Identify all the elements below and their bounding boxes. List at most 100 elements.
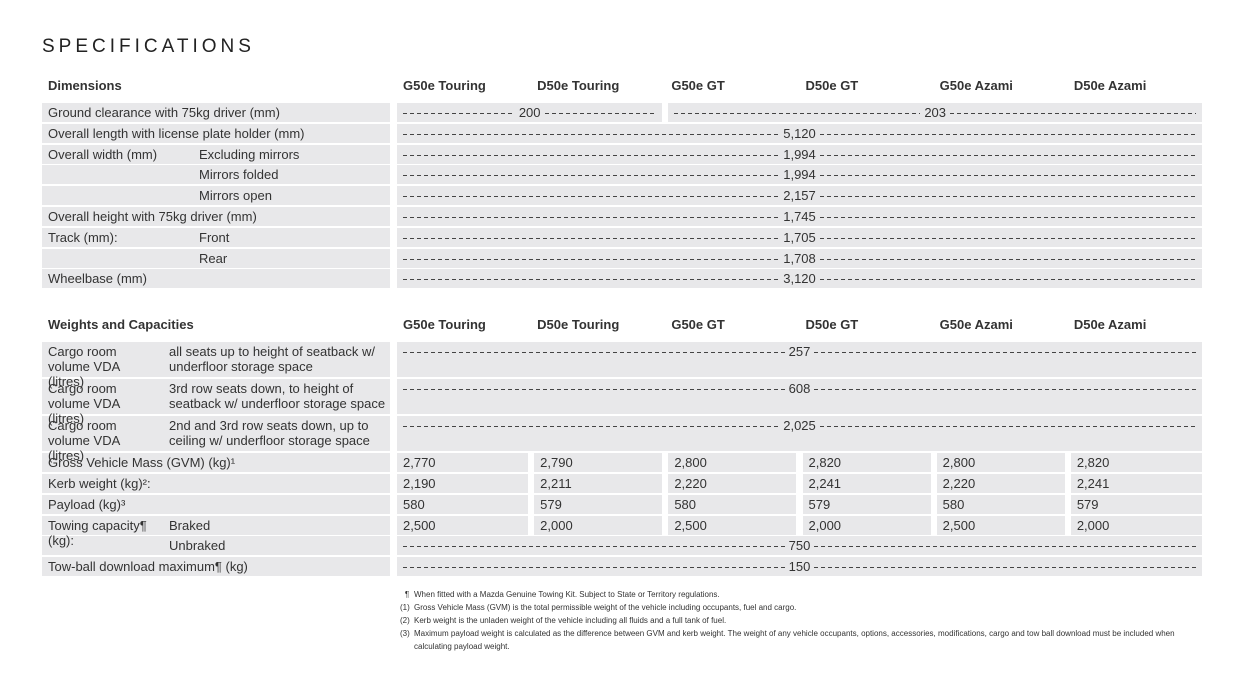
dash-line (403, 175, 780, 177)
dash-line (950, 113, 1196, 114)
row-label: Gross Vehicle Mass (GVM) (kg)¹ (48, 455, 236, 470)
column-header: G50e GT (671, 317, 725, 332)
value: 1,708 (783, 250, 816, 266)
value-cell: 2,025 (397, 416, 1202, 451)
value-cell: 750 (397, 536, 1202, 555)
table-heading: Weights and Capacities (48, 317, 194, 332)
value-cell: 1,705 (397, 227, 1202, 247)
value-cell: 579 (534, 495, 663, 514)
label-cell (42, 557, 390, 576)
value-cell: 2,820 (802, 453, 931, 472)
label-cell (42, 516, 390, 535)
value: 580 (403, 497, 425, 512)
column-header: D50e GT (805, 317, 859, 332)
value-cell: 2,500 (668, 516, 797, 535)
row-sublabel: 3rd row seats down, to height of seatbac… (169, 381, 386, 411)
column-header: D50e Touring (537, 317, 620, 332)
dash-line (819, 196, 1197, 198)
value: 608 (788, 381, 811, 396)
value-cell: 580 (397, 495, 529, 514)
column-header: D50e Touring (537, 78, 620, 93)
column-header: G50e GT (671, 78, 725, 93)
value: 1,705 (783, 229, 816, 245)
column-header: G50e Azami (939, 78, 1013, 93)
dash-line (403, 279, 780, 281)
column-header: D50e GT (805, 78, 859, 93)
row-sublabel: Rear (199, 250, 228, 266)
value: 579 (808, 497, 831, 512)
value-cell: 2,800 (668, 453, 797, 472)
dash-line (814, 389, 1197, 390)
value: 1,745 (783, 209, 816, 224)
footnote: (2) Kerb weight is the unladen weight of … (400, 614, 1200, 627)
dash-line (819, 237, 1197, 239)
value-cell: 2,500 (936, 516, 1065, 535)
footnote-mark: ¶ (404, 590, 410, 599)
table-heading: Dimensions (48, 78, 122, 93)
value: 1,994 (783, 167, 816, 183)
row-label: Tow-ball download maximum¶ (kg) (48, 559, 248, 574)
value: 200 (518, 105, 541, 120)
value-cell: 1,994 (397, 144, 1202, 164)
value-cell: 580 (936, 495, 1065, 514)
label-cell (42, 227, 390, 247)
value: 203 (924, 105, 947, 120)
value-cell: 2,770 (397, 453, 529, 472)
value: 2,000 (808, 518, 842, 533)
value: 257 (788, 344, 811, 359)
dash-line (403, 133, 780, 135)
row-label: Overall height with 75kg driver (mm) (48, 209, 257, 224)
value: 2,500 (942, 518, 976, 533)
value: 2,800 (674, 455, 707, 470)
value-cell: 257 (397, 342, 1202, 377)
dash-line (403, 196, 780, 198)
value-cell: 2,190 (397, 474, 529, 493)
value-cell: 2,000 (534, 516, 663, 535)
footnote-mark: (3) (400, 629, 410, 638)
dash-line (819, 279, 1197, 281)
row-sublabel: Mirrors folded (199, 167, 279, 183)
value: 2,157 (783, 188, 816, 204)
label-cell (42, 474, 390, 493)
row-sublabel: Mirrors open (199, 188, 272, 204)
label-cell (42, 144, 390, 164)
dash-line (819, 175, 1197, 177)
footnote-text: When fitted with a Mazda Genuine Towing … (414, 590, 720, 599)
dash-line (544, 113, 657, 114)
value: 2,000 (1076, 518, 1110, 533)
value-cell: 1,994 (397, 165, 1202, 185)
label-cell (42, 165, 390, 185)
label-cell (42, 186, 390, 206)
value: 580 (942, 497, 965, 512)
row-sublabel: Unbraked (169, 538, 226, 553)
value: 2,800 (942, 455, 976, 470)
value-cell: 2,220 (936, 474, 1065, 493)
label-cell (42, 269, 390, 289)
value: 580 (674, 497, 697, 512)
value: 5,120 (783, 125, 816, 141)
value: 579 (1076, 497, 1099, 512)
value: 2,241 (1076, 476, 1110, 491)
dash-line (814, 352, 1197, 353)
value-cell: 2,790 (534, 453, 663, 472)
footnote-text: Kerb weight is the unladen weight of the… (414, 616, 727, 625)
value-cell: 2,220 (668, 474, 797, 493)
label-cell (42, 123, 390, 143)
value: 2,211 (540, 476, 572, 491)
label-cell (42, 207, 390, 226)
column-header: D50e Azami (1073, 317, 1147, 332)
value-cell: 579 (1070, 495, 1202, 514)
value: 2,820 (808, 455, 842, 470)
value-cell: 2,000 (1070, 516, 1202, 535)
label-cell (42, 453, 390, 472)
value-cell: 579 (802, 495, 931, 514)
value-cell: 580 (668, 495, 797, 514)
column-header: G50e Touring (403, 317, 486, 332)
value: 2,820 (1076, 455, 1110, 470)
column-header: G50e Azami (939, 317, 1013, 332)
row-label: Overall length with license plate holder… (48, 125, 305, 141)
value: 2,770 (403, 455, 436, 470)
dash-line (814, 546, 1197, 547)
footnote-mark: (1) (400, 603, 410, 612)
